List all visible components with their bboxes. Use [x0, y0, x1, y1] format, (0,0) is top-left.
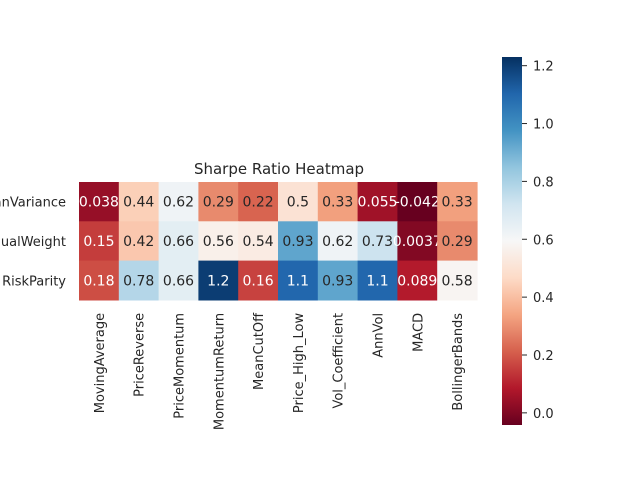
heatmap-cell [437, 221, 478, 262]
column-tick-label: MeanCutOff [252, 312, 267, 390]
heatmap-cell [238, 260, 279, 301]
cell-value-label: 0.18 [83, 273, 114, 289]
cell-value-label: 0.33 [442, 195, 473, 211]
cell-value-label: 0.29 [442, 234, 473, 250]
heatmap-cell [437, 182, 478, 222]
heatmap-cell [357, 221, 398, 262]
cell-value-label: 0.73 [362, 234, 393, 250]
cell-value-label: 0.66 [163, 234, 194, 250]
column-tick-labels: MovingAverage PriceReverse PriceMomentum Mo… [93, 312, 466, 430]
cell-value-label: 0.93 [322, 273, 353, 289]
colorbar: 0.0 0.2 0.4 0.6 0.8 1.0 1.2 [502, 57, 554, 425]
row-tick-label: RiskParity [2, 274, 66, 289]
row-tick-labels: MeanVariance EqualWeight RiskParity [0, 196, 66, 290]
heatmap-cell [238, 182, 279, 222]
heatmap-cell [397, 260, 438, 301]
heatmap-cell [397, 182, 438, 222]
heatmap-cell [79, 260, 120, 301]
cell-value-label: 0.42 [123, 234, 154, 250]
colorbar-tick-label: 0.8 [533, 175, 554, 190]
cell-value-label: 0.33 [322, 195, 353, 211]
heatmap-cell [198, 221, 239, 262]
cell-value-label: 0.56 [203, 234, 234, 250]
heatmap-cell [278, 182, 319, 222]
heatmap-cell [118, 221, 160, 262]
column-tick-label: Vol_Coefficient [332, 313, 347, 409]
heatmap-cell [79, 221, 120, 262]
cell-value-label: 0.62 [163, 195, 194, 211]
colorbar-tick-label: 0.2 [533, 349, 554, 364]
column-tick-label: MACD [411, 313, 426, 352]
colorbar-tick-label: 0.4 [533, 291, 554, 306]
heatmap-cell [198, 260, 239, 301]
cell-value-label: 0.93 [282, 234, 313, 250]
cell-value-label: 0.29 [203, 195, 234, 211]
heatmap-cell [158, 260, 199, 301]
row-tick-label: EqualWeight [0, 235, 66, 250]
cell-value-label: 0.78 [123, 273, 154, 289]
heatmap-cell [118, 182, 160, 222]
cell-value-label: 1.1 [287, 273, 309, 289]
cell-value-label: 1.2 [207, 273, 229, 289]
column-tick-label: AnnVol [372, 313, 387, 358]
colorbar-tick-label: 1.2 [533, 60, 554, 75]
cell-value-label: 0.22 [243, 195, 274, 211]
cell-value-label: 0.089 [397, 273, 437, 289]
cell-value-label: 0.62 [322, 234, 353, 250]
cell-value-label: 0.54 [243, 234, 274, 250]
heatmap-cell [158, 221, 199, 262]
colorbar-tick-label: 0.0 [533, 407, 554, 422]
heatmap-cell [317, 260, 359, 301]
cell-value-label: 0.16 [243, 273, 274, 289]
column-tick-label: BollingerBands [451, 313, 466, 411]
heatmap-cell [118, 260, 160, 301]
column-tick-label: Price_High_Low [292, 313, 307, 414]
cell-value-label: 0.5 [287, 195, 309, 211]
colorbar-gradient [502, 57, 522, 425]
column-tick-label: PriceMomentum [173, 313, 188, 419]
cell-value-label: 0.0037 [393, 234, 442, 250]
cell-value-label: 0.038 [79, 195, 119, 211]
heatmap-cell [357, 260, 398, 301]
heatmap-cell [357, 182, 398, 222]
cell-value-label: 0.44 [123, 195, 154, 211]
column-tick-label: MovingAverage [93, 313, 108, 413]
cell-value-label: 0.055 [357, 195, 397, 211]
cell-value-label: -0.042 [395, 195, 440, 211]
column-tick-label: PriceReverse [133, 313, 148, 397]
column-tick-label: MomentumReturn [212, 313, 227, 430]
heatmap-cell [198, 182, 239, 222]
cell-value-label: 0.66 [163, 273, 194, 289]
heatmap-cells: 0.038 0.44 0.62 0.29 0.22 0.5 0.33 0.055-0.042 0… [79, 182, 478, 301]
row-tick-label: MeanVariance [0, 196, 66, 211]
colorbar-tick-label: 1.0 [533, 118, 554, 133]
colorbar-tick-label: 0.6 [533, 233, 554, 248]
heatmap-cell [278, 221, 319, 262]
heatmap-cell [317, 221, 359, 262]
heatmap-cell [278, 260, 319, 301]
heatmap-cell [238, 221, 279, 262]
heatmap-cell [79, 182, 120, 222]
cell-value-label: 0.15 [83, 234, 114, 250]
heatmap-cell [397, 221, 438, 262]
heatmap-cell [317, 182, 359, 222]
heatmap-cell [158, 182, 199, 222]
cell-value-label: 0.58 [442, 273, 473, 289]
cell-value-label: 1.1 [366, 273, 388, 289]
chart-title: Sharpe Ratio Heatmap [194, 160, 364, 178]
heatmap-cell [437, 260, 478, 301]
